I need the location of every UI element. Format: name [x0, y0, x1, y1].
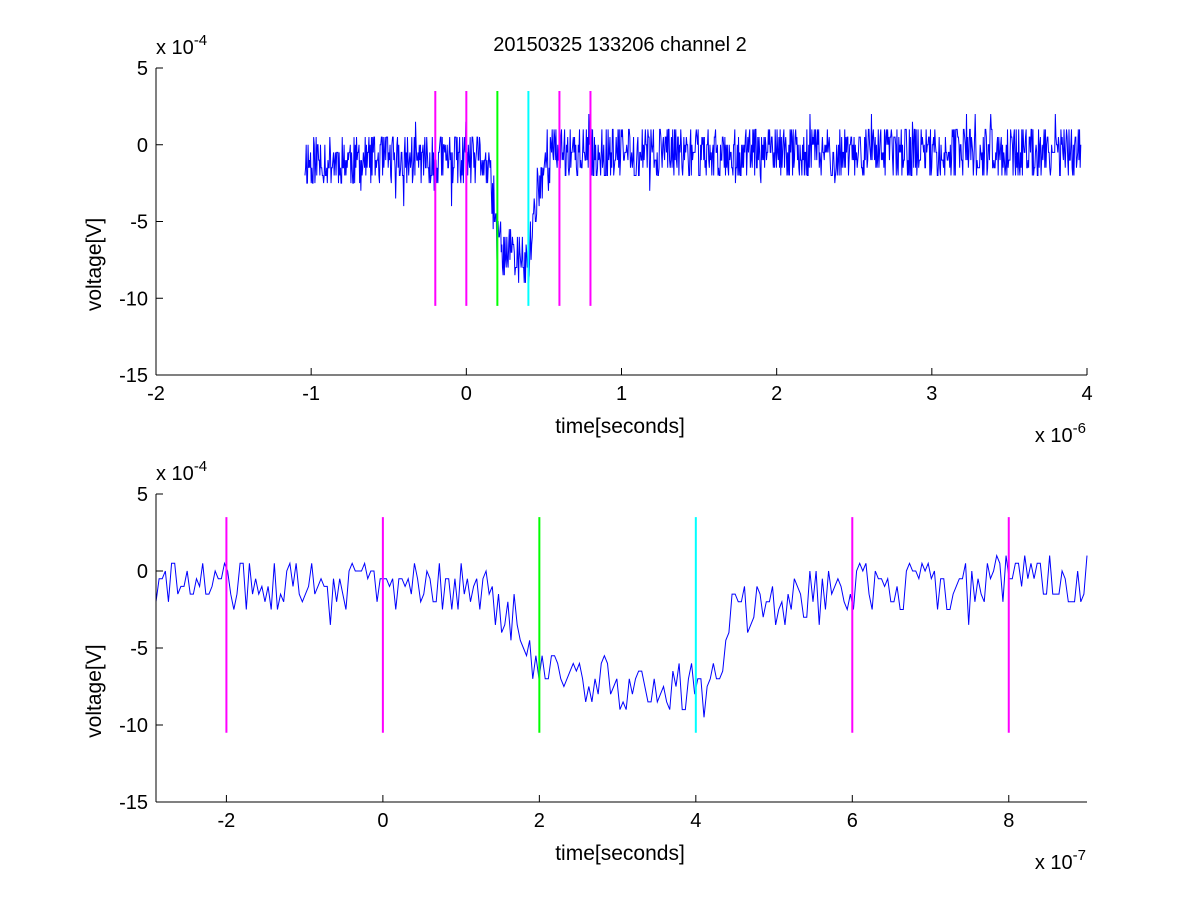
x-axis-label: time[seconds]	[555, 842, 685, 865]
x-tick-label: -2	[218, 810, 236, 832]
y-tick-label: 5	[137, 484, 148, 506]
y-tick-label: -10	[119, 715, 148, 737]
x-tick-label: 2	[534, 810, 545, 832]
x-tick-label: 8	[1003, 810, 1014, 832]
signal-trace	[155, 553, 1088, 718]
chart-title: 20150325 133206 channel 2	[493, 34, 747, 56]
bottom-plot: -2 0 2 4 6 8 5 0 -5 -10 -15 time[seconds] voltage[V]…	[83, 458, 1088, 874]
y-tick-label: -10	[119, 288, 148, 310]
x-exponent-label: x 10-6	[1035, 420, 1086, 447]
x-tick-label: 0	[461, 383, 472, 405]
y-tick-label: -15	[119, 792, 148, 814]
x-tick-label: -2	[147, 383, 165, 405]
y-exponent-base: x 10	[156, 463, 194, 485]
signal-trace	[304, 114, 1082, 283]
y-tick-label: -5	[130, 212, 148, 234]
x-tick-label: 2	[771, 383, 782, 405]
x-exponent-power: -6	[1073, 420, 1086, 437]
x-exponent-base: x 10	[1035, 425, 1073, 447]
x-tick-label: 4	[690, 810, 701, 832]
x-exponent-base: x 10	[1035, 852, 1073, 874]
y-tick-label: 0	[137, 561, 148, 583]
y-exponent-power: -4	[194, 32, 207, 49]
x-exponent-label: x 10-7	[1035, 847, 1086, 874]
x-axis-label: time[seconds]	[555, 415, 685, 438]
y-exponent-label: x 10-4	[156, 32, 207, 59]
top-plot: -2 -1 0 1 2 3 450-5-10-15time[seconds]voltage[…	[83, 32, 1093, 447]
x-tick-label: -1	[302, 383, 320, 405]
x-tick-label: 6	[847, 810, 858, 832]
y-tick-label: 0	[137, 135, 148, 157]
x-tick-label: 3	[926, 383, 937, 405]
y-exponent-label: x 10-4	[156, 458, 207, 485]
y-exponent-base: x 10	[156, 37, 194, 59]
y-exponent-power: -4	[194, 458, 207, 475]
y-tick-label: 5	[137, 58, 148, 80]
y-tick-label: -15	[119, 365, 148, 387]
y-tick-label: -5	[130, 638, 148, 660]
y-axis-label: voltage[V]	[83, 218, 106, 311]
x-exponent-power: -7	[1073, 847, 1086, 864]
x-tick-label: 4	[1081, 383, 1092, 405]
x-tick-label: 0	[377, 810, 388, 832]
y-axis-label: voltage[V]	[83, 644, 106, 737]
x-tick-label: 1	[616, 383, 627, 405]
